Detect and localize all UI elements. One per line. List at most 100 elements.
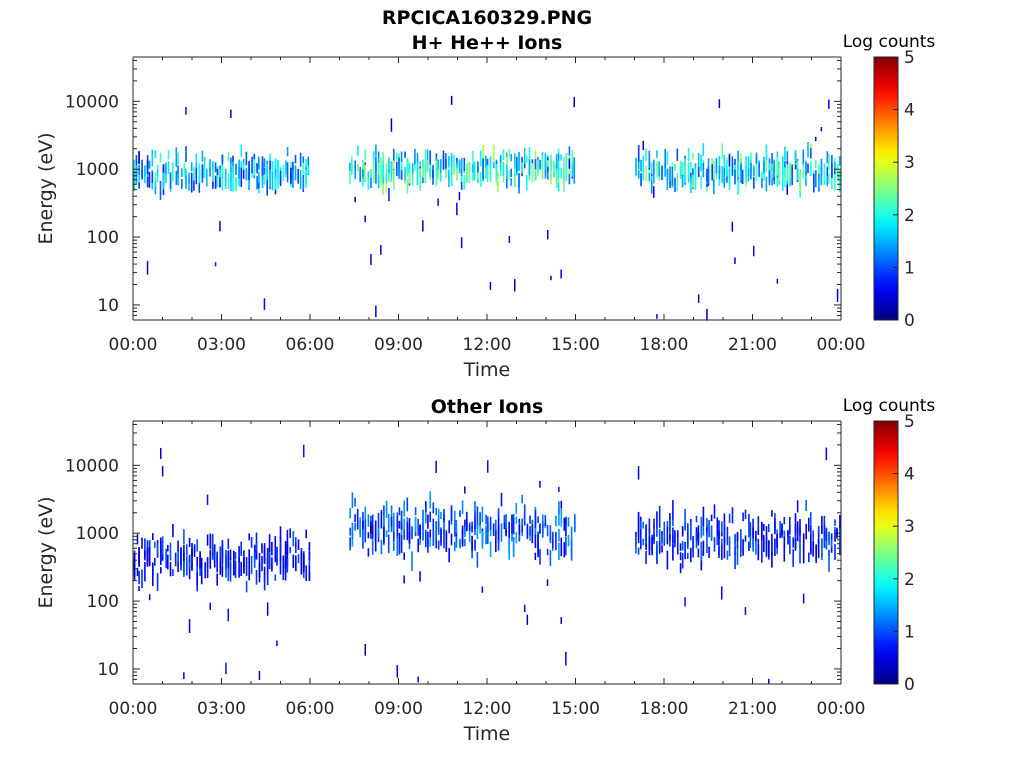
data-streak bbox=[676, 148, 679, 161]
data-speck bbox=[539, 480, 541, 488]
data-streak bbox=[294, 165, 297, 181]
data-streak bbox=[539, 549, 541, 565]
data-streak bbox=[737, 179, 739, 195]
data-streak bbox=[802, 164, 805, 177]
data-streak bbox=[175, 170, 178, 186]
data-streak bbox=[471, 521, 473, 529]
data-streak bbox=[718, 520, 720, 538]
data-streak bbox=[526, 155, 528, 163]
data-streak bbox=[141, 159, 143, 174]
data-streak bbox=[148, 160, 151, 168]
data-streak bbox=[834, 519, 836, 526]
data-streak bbox=[497, 508, 500, 518]
data-streak bbox=[537, 545, 539, 558]
data-streak bbox=[774, 518, 776, 531]
data-streak bbox=[542, 523, 544, 538]
data-speck bbox=[637, 466, 640, 480]
data-streak bbox=[138, 570, 140, 585]
data-streak bbox=[549, 525, 552, 543]
data-streak bbox=[783, 530, 786, 537]
data-streak bbox=[702, 163, 705, 173]
data-streak bbox=[471, 535, 473, 551]
data-streak bbox=[658, 161, 660, 170]
data-speck bbox=[550, 275, 552, 281]
data-streak bbox=[167, 150, 170, 160]
data-streak bbox=[466, 518, 468, 532]
data-streak bbox=[429, 168, 431, 177]
data-speck bbox=[437, 198, 439, 206]
data-streak bbox=[148, 172, 151, 188]
data-streak bbox=[831, 171, 833, 189]
data-streak bbox=[838, 175, 841, 190]
data-speck bbox=[560, 617, 562, 624]
data-streak bbox=[550, 154, 552, 171]
data-streak bbox=[771, 539, 773, 553]
data-streak bbox=[144, 538, 146, 558]
data-streak bbox=[495, 167, 498, 177]
data-streak bbox=[144, 551, 146, 561]
data-streak bbox=[479, 524, 481, 534]
data-streak bbox=[674, 177, 676, 193]
data-streak bbox=[666, 168, 669, 178]
data-streak bbox=[269, 169, 271, 187]
data-streak bbox=[810, 161, 812, 174]
data-streak bbox=[160, 567, 162, 574]
data-streak bbox=[390, 505, 393, 524]
data-streak bbox=[826, 176, 829, 187]
data-streak bbox=[284, 551, 287, 560]
data-streak bbox=[398, 532, 401, 546]
data-streak bbox=[747, 168, 750, 182]
data-streak bbox=[286, 162, 289, 183]
data-streak bbox=[807, 142, 809, 158]
data-streak bbox=[426, 163, 429, 173]
data-streak bbox=[393, 160, 395, 169]
data-streak bbox=[472, 150, 474, 161]
data-streak bbox=[534, 150, 537, 164]
data-streak bbox=[830, 539, 833, 548]
data-streak bbox=[461, 529, 464, 547]
data-streak bbox=[135, 155, 138, 163]
data-streak bbox=[263, 158, 266, 168]
data-streak bbox=[464, 538, 466, 547]
data-streak bbox=[677, 537, 679, 555]
data-streak bbox=[789, 535, 791, 554]
data-streak bbox=[238, 546, 240, 564]
data-streak bbox=[289, 528, 291, 538]
data-streak bbox=[396, 152, 398, 162]
data-speck bbox=[460, 237, 463, 249]
data-streak bbox=[794, 162, 797, 170]
data-streak bbox=[233, 567, 235, 576]
data-streak bbox=[650, 172, 653, 181]
data-streak bbox=[737, 150, 739, 169]
data-streak bbox=[422, 167, 424, 178]
data-streak bbox=[514, 164, 516, 172]
data-streak bbox=[364, 164, 366, 182]
data-streak bbox=[653, 159, 655, 180]
data-streak bbox=[242, 163, 245, 173]
data-streak bbox=[472, 164, 474, 173]
panel-title: H+ He++ Ions bbox=[412, 32, 563, 54]
data-streak bbox=[450, 533, 453, 546]
data-streak bbox=[359, 167, 361, 182]
data-speck bbox=[450, 95, 453, 105]
data-streak bbox=[188, 557, 191, 568]
data-streak bbox=[248, 533, 250, 541]
data-streak bbox=[183, 529, 185, 545]
data-streak bbox=[474, 539, 476, 551]
data-streak bbox=[245, 581, 248, 593]
data-streak bbox=[286, 558, 289, 573]
data-streak bbox=[349, 508, 351, 519]
data-streak bbox=[229, 549, 232, 561]
data-streak bbox=[271, 172, 274, 191]
data-streak bbox=[299, 169, 302, 190]
data-speck bbox=[546, 579, 549, 586]
data-streak bbox=[367, 514, 370, 527]
data-streak bbox=[406, 497, 409, 512]
data-speck bbox=[697, 532, 700, 546]
data-streak bbox=[180, 551, 182, 565]
data-streak bbox=[669, 520, 671, 540]
data-streak bbox=[198, 163, 201, 184]
data-streak bbox=[388, 172, 390, 183]
data-streak bbox=[802, 149, 805, 164]
data-streak bbox=[212, 163, 214, 182]
